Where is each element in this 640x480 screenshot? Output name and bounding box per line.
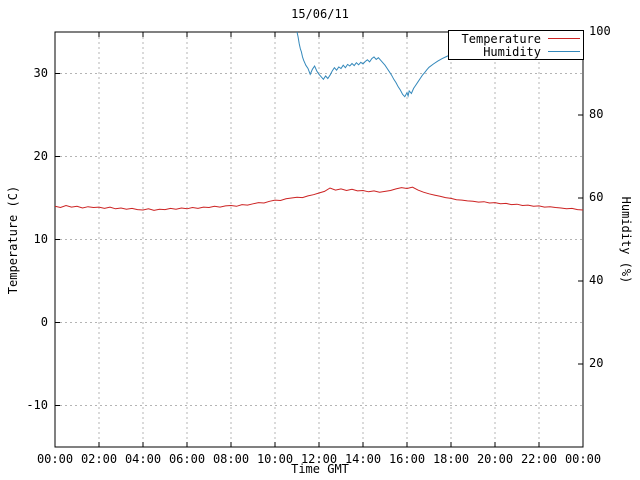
x-tick-label: 06:00 [168,452,206,466]
legend: Temperature Humidity [448,30,584,60]
y-axis-right-label: Humidity (%) [619,196,633,284]
y-left-tick-label: 20 [33,148,48,163]
y-right-tick-label: 100 [589,24,611,38]
y-left-tick-label: 0 [40,314,48,329]
x-tick-label: 18:00 [432,452,470,466]
x-axis-label: Time GMT [291,462,349,476]
y-left-tick-label: 30 [33,65,48,80]
legend-label: Temperature [461,31,541,46]
chart-title: 15/06/11 [291,7,349,21]
y-right-tick-label: 80 [589,107,604,121]
x-tick-label: 22:00 [520,452,558,466]
plot-border [54,31,584,448]
series-line-temperature [54,186,584,211]
x-tick-label: 20:00 [476,452,514,466]
x-tick-label: 02:00 [80,452,118,466]
x-tick-label: 00:00 [564,452,602,466]
y-right-tick-label: 20 [589,356,604,370]
y-right-tick-label: 40 [589,273,604,287]
legend-entry: Humidity [452,44,580,59]
legend-line-sample [548,51,580,52]
y-left-tick-label: -10 [26,397,48,412]
legend-entry: Temperature [452,31,580,46]
x-tick-label: 00:00 [36,452,74,466]
x-tick-label: 16:00 [388,452,426,466]
x-tick-label: 14:00 [344,452,382,466]
legend-line-sample [548,38,580,39]
x-tick-label: 04:00 [124,452,162,466]
y-left-tick-label: 10 [33,231,48,246]
y-right-tick-label: 60 [589,190,604,204]
x-tick-label: 08:00 [212,452,250,466]
legend-label: Humidity [483,44,541,59]
x-tick-label: 10:00 [256,452,294,466]
x-tick-label: 12:00 [300,452,338,466]
